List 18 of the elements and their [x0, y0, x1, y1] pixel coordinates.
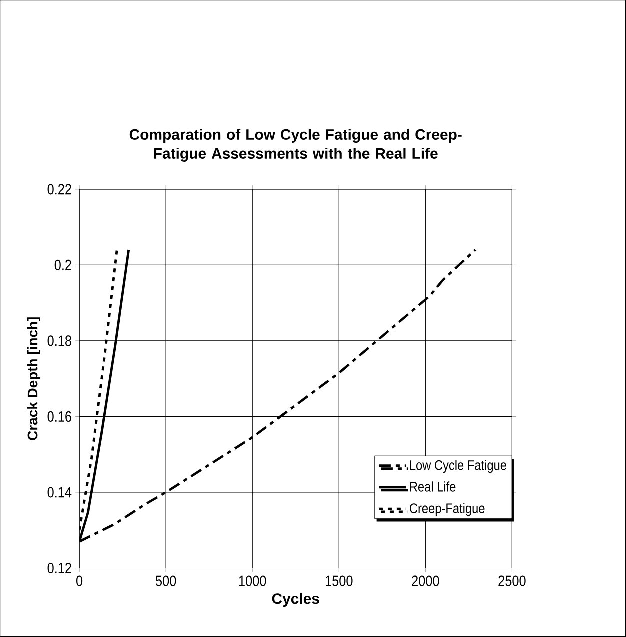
legend-label: Creep-Fatigue: [410, 503, 485, 516]
x-tick-label: 2500: [498, 576, 526, 586]
legend-label: Low Cycle Fatigue: [410, 460, 506, 474]
x-tick-label: 500: [156, 576, 176, 586]
legend-label: Real Life: [410, 482, 456, 492]
y-tick-label: 0.16: [48, 411, 72, 422]
y-tick-label: 0.14: [48, 487, 72, 498]
x-axis-title: Cycles: [272, 593, 320, 608]
x-tick-label: 2000: [412, 576, 440, 586]
y-tick-label: 0.18: [48, 336, 72, 346]
x-tick-label: 1000: [239, 576, 266, 586]
y-tick-label: 0.22: [48, 184, 72, 195]
y-axis-title: Crack Depth [inch]: [27, 318, 40, 440]
x-tick-label: 1500: [326, 576, 353, 586]
y-tick-label: 0.2: [54, 260, 72, 270]
x-tick-label: 0: [76, 576, 83, 586]
chart-title: Comparation of Low Cycle Fatigue and Creep-Fatigue Assessments with the Real Life: [130, 129, 462, 162]
y-tick-label: 0.12: [48, 562, 72, 574]
